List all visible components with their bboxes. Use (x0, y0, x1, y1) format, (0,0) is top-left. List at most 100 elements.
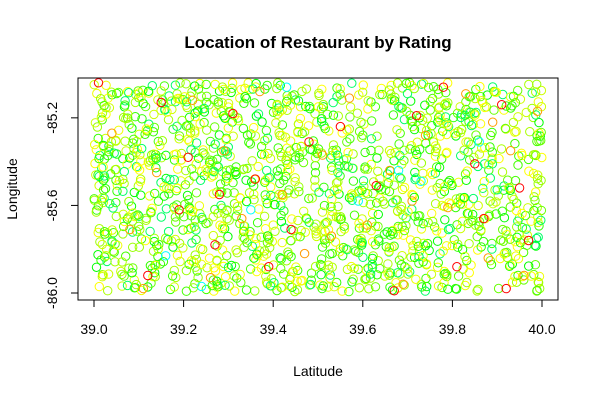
data-point (441, 241, 452, 251)
data-point (161, 251, 171, 261)
data-point (461, 175, 471, 186)
data-point (111, 136, 121, 146)
data-point (136, 174, 146, 184)
x-tick-label: 39.2 (170, 321, 197, 337)
data-point (426, 269, 437, 279)
data-point (185, 128, 196, 138)
data-point (521, 107, 531, 118)
data-point (418, 219, 428, 229)
data-point (493, 191, 503, 201)
data-point (101, 251, 111, 261)
data-point (487, 159, 498, 169)
data-point (127, 268, 137, 278)
data-point (297, 128, 307, 139)
data-point (532, 136, 542, 147)
data-point (510, 175, 521, 186)
data-point (137, 114, 147, 124)
data-point (463, 218, 473, 229)
data-point (322, 217, 332, 227)
data-point (409, 124, 420, 135)
data-point (214, 189, 225, 200)
data-point (293, 119, 304, 129)
data-point (408, 246, 418, 256)
data-point (326, 162, 337, 172)
data-point (238, 123, 249, 134)
data-point (98, 185, 109, 195)
data-point (145, 260, 156, 271)
data-point (331, 145, 341, 155)
data-point (196, 259, 207, 269)
data-point (408, 190, 418, 201)
data-point (504, 182, 514, 193)
data-point (392, 268, 403, 278)
data-point (432, 162, 442, 172)
data-point (479, 188, 489, 198)
data-point (385, 230, 395, 240)
data-point (357, 238, 367, 248)
data-point (219, 208, 230, 219)
data-point (171, 217, 181, 227)
data-point (407, 196, 417, 206)
data-point (117, 281, 127, 291)
data-point (162, 107, 172, 117)
data-point (443, 120, 453, 130)
data-point (193, 106, 203, 116)
data-point (134, 88, 145, 98)
data-point (473, 135, 483, 145)
data-point (217, 82, 228, 92)
data-point (401, 220, 411, 231)
data-point (487, 147, 497, 157)
data-point (317, 242, 328, 252)
data-point (285, 146, 295, 156)
data-point (316, 254, 327, 264)
data-point (190, 250, 200, 260)
data-point (394, 139, 404, 149)
data-point (382, 227, 392, 237)
data-point (235, 219, 245, 229)
data-point (113, 240, 123, 251)
data-point (431, 226, 442, 236)
data-point (165, 174, 175, 185)
data-point (89, 80, 99, 90)
data-point (134, 129, 144, 140)
data-point (513, 216, 523, 226)
data-point (476, 242, 486, 252)
data-point (517, 271, 528, 282)
data-point (141, 124, 152, 134)
data-point (396, 174, 406, 184)
data-point (533, 232, 543, 242)
data-point (293, 127, 303, 138)
data-point (507, 259, 517, 269)
data-point (161, 150, 171, 161)
data-point (511, 277, 522, 287)
data-point (195, 175, 206, 186)
data-point (413, 211, 423, 221)
data-point (363, 263, 373, 273)
data-point (498, 224, 508, 235)
data-point (421, 125, 432, 136)
chart-title: Location of Restaurant by Rating (184, 33, 451, 52)
data-point (276, 151, 287, 162)
data-point (464, 268, 474, 278)
data-point (231, 211, 241, 221)
data-point (241, 93, 252, 104)
data-point (212, 154, 222, 165)
data-point (347, 163, 358, 174)
data-point (149, 233, 160, 244)
data-point (359, 119, 369, 129)
data-point (306, 275, 316, 285)
data-point (138, 283, 149, 294)
data-point (510, 138, 520, 149)
data-point (260, 190, 270, 200)
data-point (491, 197, 501, 207)
data-point (304, 137, 314, 147)
data-point (336, 214, 346, 224)
data-point (403, 269, 413, 279)
data-point (93, 170, 103, 180)
data-point (523, 235, 534, 246)
data-point (224, 215, 234, 225)
data-point (384, 246, 394, 257)
data-point (489, 86, 499, 97)
data-point (318, 281, 328, 291)
data-point (183, 152, 193, 163)
